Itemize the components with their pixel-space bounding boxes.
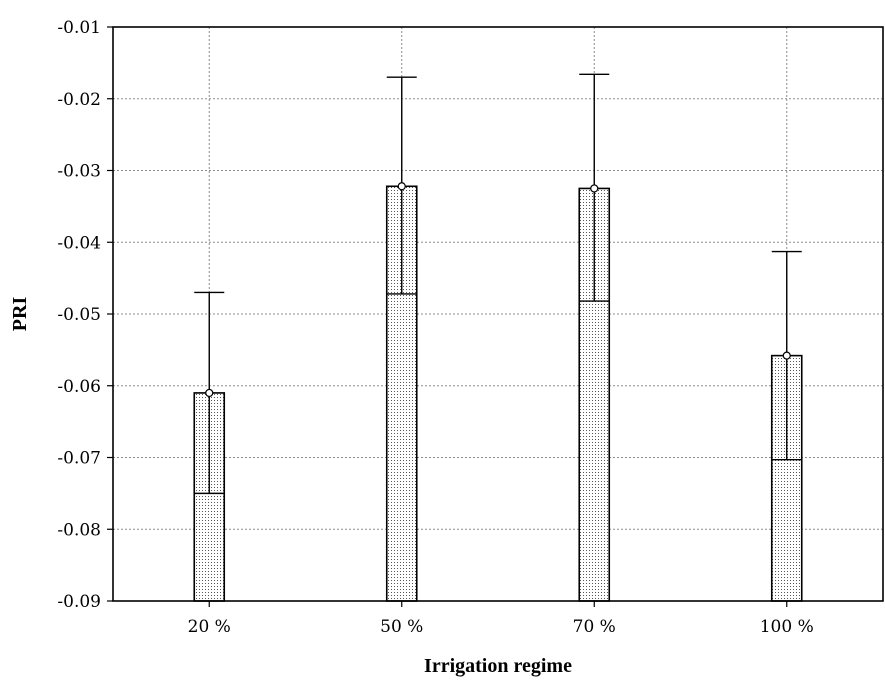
grid-lines — [113, 27, 883, 601]
y-tick-labels: -0.01 -0.02 -0.03 -0.04 -0.05 -0.06 -0.07 -0.08… — [57, 18, 113, 612]
y-tick-label: -0.07 — [57, 449, 101, 469]
mean-point — [397, 182, 406, 191]
y-axis-title: PRI — [9, 297, 31, 332]
mean-point — [205, 388, 214, 398]
mean-points — [205, 182, 791, 398]
y-tick-label: -0.05 — [57, 305, 101, 325]
mean-point — [590, 184, 599, 193]
y-tick-label: -0.08 — [57, 520, 101, 540]
x-tick-label: 20 % — [188, 617, 231, 637]
mean-point — [782, 351, 791, 360]
y-tick-label: -0.04 — [57, 233, 101, 253]
x-tick-label: 100 % — [760, 617, 814, 637]
y-tick-label: -0.09 — [57, 592, 101, 612]
y-tick-label: -0.02 — [57, 90, 101, 110]
bars — [193, 185, 803, 602]
y-tick-label: -0.01 — [57, 18, 101, 38]
y-tick-label: -0.06 — [57, 377, 101, 397]
x-tick-labels: 20 % 50 % 70 % 100 % — [188, 601, 814, 637]
x-tick-label: 50 % — [380, 617, 423, 637]
error-bars — [194, 73, 802, 495]
y-tick-label: -0.03 — [57, 162, 101, 182]
x-tick-label: 70 % — [573, 617, 616, 637]
x-axis-title: Irrigation regime — [424, 655, 572, 677]
